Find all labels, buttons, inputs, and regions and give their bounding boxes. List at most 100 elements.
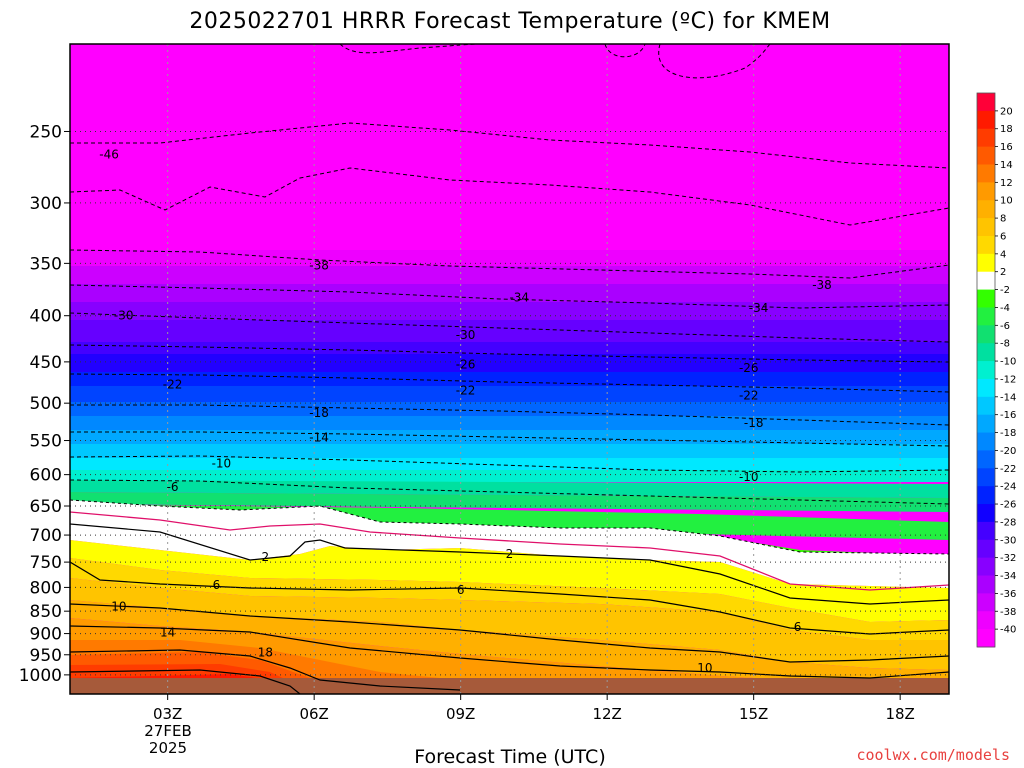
- contour-label: -30: [114, 309, 134, 323]
- colorbar-label: -14: [1000, 392, 1016, 403]
- colorbar-swatch: [977, 557, 995, 577]
- band-minus20: [70, 402, 949, 416]
- grid-lines: [70, 44, 949, 694]
- colorbar-label: -40: [1000, 625, 1016, 636]
- contour-label: -22: [163, 378, 183, 392]
- band-minus12: [70, 458, 949, 470]
- colorbar-label: 18: [1000, 124, 1013, 135]
- colorbar-swatch: [977, 575, 995, 594]
- colorbar-label: -18: [1000, 428, 1016, 439]
- contour-minus10: [70, 455, 949, 473]
- y-tick-label: 950: [30, 646, 62, 666]
- colorbar-label: -20: [1000, 446, 1016, 457]
- contour-label: -38: [812, 278, 832, 292]
- x-axis-label: Forecast Time (UTC): [414, 746, 605, 768]
- band-minus38: [70, 250, 949, 266]
- contour-minus18: [70, 404, 949, 426]
- colorbar-swatch: [977, 164, 995, 183]
- colorbar-swatch: [977, 504, 995, 523]
- band-minus10: [70, 470, 949, 482]
- y-tick-label: 500: [30, 394, 62, 414]
- colorbar-label: -24: [1000, 482, 1016, 493]
- band-minus32: [70, 302, 949, 320]
- colorbar-label: 20: [1000, 106, 1013, 117]
- contour-18: [70, 669, 301, 694]
- y-tick-label: 550: [30, 432, 62, 452]
- y-tick-label: 800: [30, 578, 62, 598]
- contour-upper-right: [658, 44, 771, 79]
- colorbar-swatch: [977, 414, 995, 434]
- contour-label: -26: [456, 357, 476, 371]
- y-tick-label: 400: [30, 307, 62, 327]
- contour-label: -22: [456, 383, 476, 397]
- x-tick-label: 12Z: [592, 705, 621, 723]
- colorbar-label: 12: [1000, 178, 1013, 189]
- colorbar-swatch: [977, 182, 995, 201]
- y-tick-label: 250: [30, 122, 62, 142]
- colorbar-swatch: [977, 146, 995, 165]
- band-4: [70, 558, 949, 640]
- colorbar-label: 8: [1000, 214, 1006, 225]
- colorbar-swatch: [977, 539, 995, 559]
- band-6: [70, 578, 949, 670]
- band-minus18: [70, 416, 949, 430]
- band-minus14: [70, 444, 949, 458]
- colorbar-label: 2: [1000, 267, 1006, 278]
- colorbar-label: -28: [1000, 517, 1016, 528]
- colorbar-swatch: [977, 432, 995, 451]
- band-minus26: [70, 354, 949, 372]
- colorbar-swatch: [977, 361, 995, 380]
- contour-label: -38: [309, 259, 329, 273]
- colorbar-swatch: [977, 289, 995, 308]
- contour-minus42: [70, 167, 949, 226]
- contour-label: 6: [794, 620, 802, 634]
- contour-label: 6: [213, 578, 221, 592]
- band-minus30: [70, 320, 949, 342]
- colorbar-swatch: [977, 235, 995, 255]
- y-tick-label: 1000: [19, 666, 62, 686]
- x-tick-label: 03Z: [153, 705, 182, 723]
- colorbar-swatch: [977, 110, 995, 130]
- colorbar-swatch: [977, 378, 995, 398]
- colorbar-swatch: [977, 93, 995, 112]
- colorbar-swatch: [977, 200, 995, 219]
- contour-minus38: [70, 249, 949, 279]
- colorbar-label: -26: [1000, 500, 1016, 511]
- contour-label: 2: [262, 550, 270, 564]
- colorbar-swatch: [977, 128, 995, 148]
- contour-label: -22: [739, 388, 759, 402]
- colorbar-swatch: [977, 271, 995, 291]
- contour-minus30: [70, 312, 949, 343]
- band-minus22: [70, 386, 949, 402]
- contour-label: -6: [167, 480, 179, 494]
- contour-minus6: [70, 479, 949, 505]
- band-minus24: [70, 372, 949, 386]
- colorbar-swatch: [977, 593, 995, 612]
- colorbar-swatch: [977, 307, 995, 326]
- colorbar-label: 10: [1000, 196, 1013, 207]
- contour-label: -46: [99, 147, 119, 161]
- y-tick-label: 600: [30, 466, 62, 486]
- colorbar-label: -6: [1000, 321, 1010, 332]
- contour-zero: [70, 511, 949, 591]
- x-tick-label: 15Z: [739, 705, 768, 723]
- contour-labels: -46 -38 -38 -34 -34 -30 -30 -26 -26 -22 -22 -22 -18 -…: [99, 147, 832, 675]
- contour-label: -18: [309, 406, 329, 420]
- contour-label: -18: [744, 416, 764, 430]
- y-tick-label: 450: [30, 353, 62, 373]
- contour-label: -26: [739, 361, 759, 375]
- colorbar-label: -30: [1000, 535, 1016, 546]
- colorbar-label: -16: [1000, 410, 1016, 421]
- colorbar-swatch: [977, 521, 995, 541]
- contour-10b: [70, 625, 949, 679]
- contour-10a: [70, 603, 949, 663]
- y-tick-label: 650: [30, 497, 62, 517]
- contour-6: [70, 561, 949, 635]
- contour-minus34: [70, 284, 949, 309]
- colorbar-label: -32: [1000, 553, 1016, 564]
- colorbar-label: -2: [1000, 285, 1010, 296]
- colorbar-frame: [976, 92, 996, 648]
- band-minus28: [70, 342, 949, 354]
- y-tick-label: 750: [30, 553, 62, 573]
